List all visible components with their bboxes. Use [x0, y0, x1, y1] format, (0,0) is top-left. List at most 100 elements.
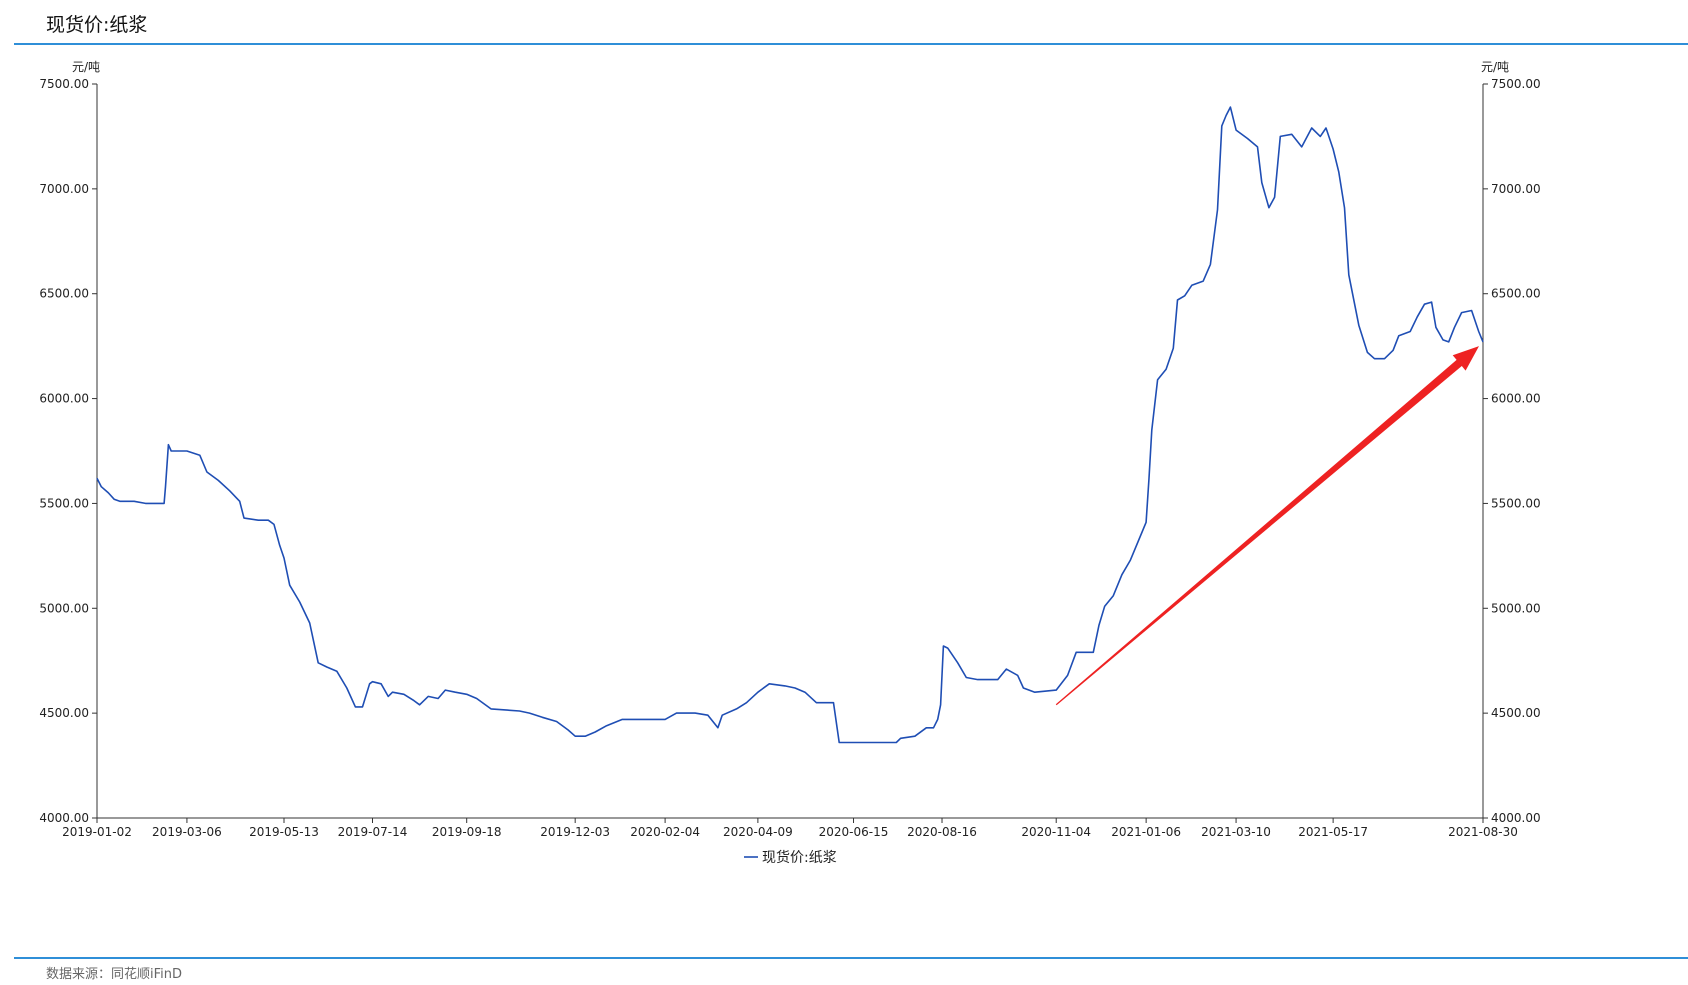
data-point: [757, 691, 759, 693]
data-point: [1202, 280, 1204, 282]
data-point: [476, 698, 478, 700]
data-point: [1374, 358, 1376, 360]
chart-annotations: [1056, 346, 1479, 705]
x-tick-label: 2019-03-06: [152, 825, 222, 839]
data-point: [838, 742, 840, 744]
data-point: [403, 694, 405, 696]
x-tick-label: 2021-03-10: [1201, 825, 1271, 839]
data-point: [1165, 368, 1167, 370]
data-point: [1055, 689, 1057, 691]
x-tick-label: 2020-04-09: [723, 825, 793, 839]
y-axis-right-unit: 元/吨: [1481, 60, 1509, 74]
footer-divider: [14, 957, 1688, 959]
data-point: [1291, 134, 1293, 136]
x-tick-label: 2020-06-15: [819, 825, 889, 839]
data-point: [1409, 331, 1411, 333]
data-point: [1431, 301, 1433, 303]
data-point: [199, 454, 201, 456]
data-point: [1332, 148, 1334, 150]
data-point: [853, 742, 855, 744]
x-tick-label: 2019-12-03: [540, 825, 610, 839]
data-point: [362, 706, 364, 708]
data-point: [1098, 624, 1100, 626]
data-point: [519, 710, 521, 712]
data-point: [816, 702, 818, 704]
data-point: [1280, 136, 1282, 138]
data-point: [914, 735, 916, 737]
data-point: [168, 444, 170, 446]
data-point: [437, 698, 439, 700]
data-point: [769, 683, 771, 685]
y-tick-label-right: 6500.00: [1491, 287, 1541, 301]
x-tick-label: 2021-08-30: [1448, 825, 1518, 839]
chart-series: [96, 106, 1484, 743]
data-point: [622, 719, 624, 721]
data-point: [1274, 196, 1276, 198]
data-point: [529, 712, 531, 714]
data-point: [1435, 327, 1437, 329]
data-point: [721, 714, 723, 716]
annotation-arrow: [1056, 346, 1479, 705]
y-tick-label-right: 6000.00: [1491, 392, 1541, 406]
data-point: [940, 704, 942, 706]
data-point: [413, 700, 415, 702]
y-tick-label-right: 5000.00: [1491, 601, 1541, 615]
data-point: [1210, 264, 1212, 266]
data-point: [1301, 146, 1303, 148]
chart-ticks: 4000.00 4000.004500.00 4500.005000.00 5000.…: [39, 77, 1540, 839]
data-point: [1454, 327, 1456, 329]
x-tick-label: 2021-05-17: [1298, 825, 1368, 839]
data-point: [273, 524, 275, 526]
data-point: [1471, 310, 1473, 312]
data-point: [445, 689, 447, 691]
data-point: [283, 557, 285, 559]
data-point: [606, 725, 608, 727]
data-point: [943, 645, 945, 647]
data-point: [326, 666, 328, 668]
data-point: [567, 729, 569, 731]
data-point: [937, 719, 939, 721]
data-point: [145, 503, 147, 505]
y-tick-label-right: 4500.00: [1491, 706, 1541, 720]
data-point: [243, 517, 245, 519]
y-tick-label-left: 7000.00: [39, 182, 89, 196]
data-point: [299, 601, 301, 603]
data-point: [1093, 652, 1095, 654]
data-point: [309, 622, 311, 624]
data-point: [1145, 522, 1147, 524]
data-point: [229, 490, 231, 492]
data-point: [794, 687, 796, 689]
data-point: [392, 691, 394, 693]
data-point: [1417, 316, 1419, 318]
data-point: [1151, 429, 1153, 431]
y-tick-label-left: 5000.00: [39, 601, 89, 615]
data-point: [574, 735, 576, 737]
data-point: [1230, 106, 1232, 108]
data-point: [239, 501, 241, 503]
data-point: [1235, 129, 1237, 131]
x-tick-label: 2019-07-14: [338, 825, 408, 839]
data-point: [784, 685, 786, 687]
data-point: [1075, 652, 1077, 654]
data-point: [707, 714, 709, 716]
data-point: [1006, 668, 1008, 670]
data-point: [717, 727, 719, 729]
data-point: [1067, 675, 1069, 677]
data-point: [1148, 478, 1150, 480]
data-point: [1338, 171, 1340, 173]
data-point: [1225, 115, 1227, 117]
data-point: [1104, 605, 1106, 607]
data-point: [1257, 146, 1259, 148]
data-point: [369, 683, 371, 685]
chart-axes: 元/吨 元/吨: [72, 60, 1509, 818]
data-point: [387, 696, 389, 698]
data-point: [900, 738, 902, 740]
y-tick-label-left: 4000.00: [39, 811, 89, 825]
y-tick-label-right: 7000.00: [1491, 182, 1541, 196]
series-line: [97, 107, 1483, 742]
data-point: [163, 503, 165, 505]
y-tick-label-right: 7500.00: [1491, 77, 1541, 91]
data-point: [977, 679, 979, 681]
data-point: [1034, 691, 1036, 693]
data-point: [1344, 207, 1346, 209]
